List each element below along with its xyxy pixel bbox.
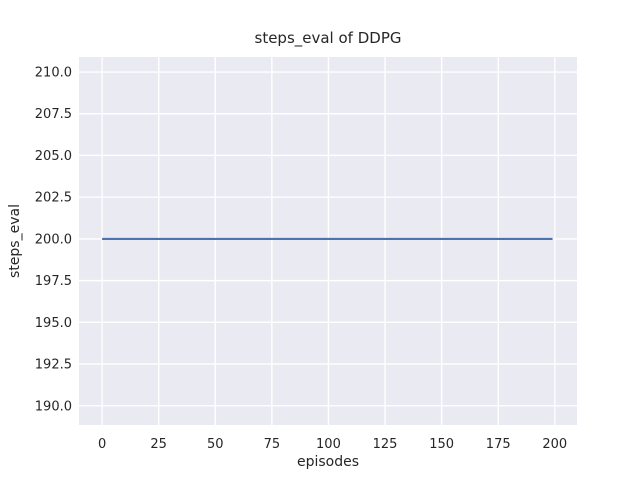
x-tick-label: 0 bbox=[98, 437, 106, 452]
x-tick-label: 200 bbox=[542, 437, 567, 452]
y-tick-label: 200.0 bbox=[35, 232, 72, 247]
x-tick-label: 150 bbox=[429, 437, 454, 452]
y-tick-label: 192.5 bbox=[35, 358, 72, 373]
y-tick-label: 195.0 bbox=[35, 316, 72, 331]
chart-title: steps_eval of DDPG bbox=[254, 29, 402, 47]
x-tick-label: 50 bbox=[207, 437, 224, 452]
y-tick-label: 190.0 bbox=[35, 399, 72, 414]
y-tick-label: 205.0 bbox=[35, 149, 72, 164]
y-tick-label: 197.5 bbox=[35, 274, 72, 289]
x-tick-label: 75 bbox=[264, 437, 281, 452]
x-axis-label: episodes bbox=[296, 454, 360, 470]
x-tick-label: 25 bbox=[150, 437, 167, 452]
x-tick-label: 175 bbox=[486, 437, 511, 452]
x-tick-label: 125 bbox=[373, 437, 398, 452]
y-tick-label: 210.0 bbox=[35, 66, 72, 81]
x-tick-label: 100 bbox=[316, 437, 341, 452]
y-tick-label: 202.5 bbox=[35, 191, 72, 206]
y-tick-label: 207.5 bbox=[35, 107, 72, 122]
